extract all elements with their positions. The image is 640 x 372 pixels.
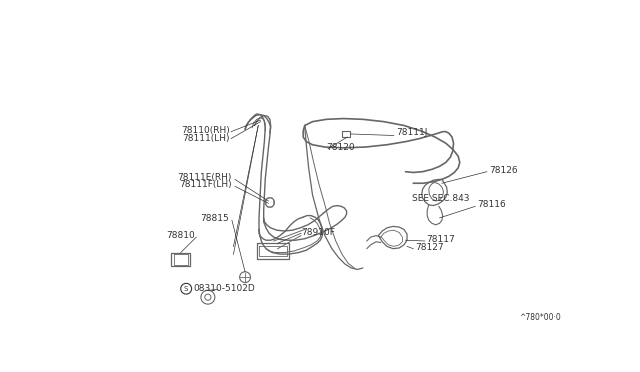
Text: 78116: 78116	[477, 200, 506, 209]
Text: 78117: 78117	[426, 235, 455, 244]
Text: 78815: 78815	[200, 214, 229, 223]
Text: 78111J: 78111J	[396, 128, 428, 137]
Text: 08310-5102D: 08310-5102D	[193, 284, 255, 293]
Text: 78126: 78126	[489, 166, 518, 174]
Text: 78127: 78127	[415, 243, 444, 253]
Text: 78110(RH): 78110(RH)	[181, 126, 230, 135]
Text: 78111F(LH): 78111F(LH)	[179, 180, 232, 189]
Text: 78910F: 78910F	[301, 228, 335, 237]
Text: SEE SEC.843: SEE SEC.843	[412, 194, 469, 203]
Text: 78810: 78810	[166, 231, 195, 240]
Text: S: S	[184, 286, 188, 292]
Text: 78111E(RH): 78111E(RH)	[177, 173, 232, 182]
Text: 78120: 78120	[326, 143, 355, 152]
Text: ^780*00·0: ^780*00·0	[519, 313, 561, 322]
Text: 78111(LH): 78111(LH)	[182, 134, 230, 143]
